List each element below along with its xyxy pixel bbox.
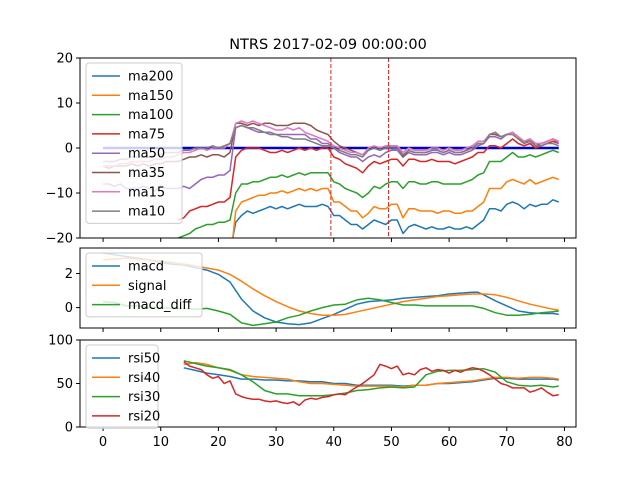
- axes-frame: [79, 247, 577, 329]
- legend-label-macd: macd: [128, 260, 164, 275]
- x-tick-label: 0: [99, 435, 107, 450]
- y-tick-label: 0: [65, 142, 73, 157]
- series-line-rsi30: [183, 360, 559, 397]
- plot-area: [183, 360, 559, 407]
- x-tick-label: 20: [210, 435, 227, 450]
- legend-box: [85, 62, 183, 224]
- legend: rsi50 rsi40 rsi30 rsi20: [85, 344, 160, 429]
- y-tick-label: 100: [48, 334, 73, 349]
- legend-label-ma35: ma35: [128, 166, 165, 181]
- y-tick-label: −20: [46, 232, 73, 247]
- legend-label-ma15: ma15: [128, 185, 165, 200]
- legend: macd signal macd_diff: [85, 252, 203, 318]
- y-tick-label: 2: [65, 267, 73, 282]
- y-tick-label: −10: [46, 187, 73, 202]
- panels: 20100−10−20ma200ma150ma100ma75ma50ma35ma…: [46, 52, 577, 450]
- legend-label-ma150: ma150: [128, 89, 173, 104]
- legend-label-ma10: ma10: [128, 205, 165, 220]
- series-line-signal: [103, 257, 559, 316]
- moving-average-panel: 20100−10−20ma200ma150ma100ma75ma50ma35ma…: [46, 52, 577, 247]
- x-tick-label: 70: [499, 435, 516, 450]
- y-tick-label: 20: [56, 52, 73, 67]
- series-line-ma200: [232, 199, 559, 238]
- macd-panel: 2 0 macd signal macd_diff: [65, 247, 577, 332]
- series-line-ma75: [177, 138, 559, 221]
- legend-label-macd_diff: macd_diff: [128, 298, 192, 313]
- legend: ma200 ma150 ma100 ma75 ma50 ma35 ma15 ma10: [85, 62, 183, 224]
- y-tick-label: 0: [65, 301, 73, 316]
- legend-label-rsi20: rsi20: [128, 409, 160, 424]
- legend-label-ma100: ma100: [128, 108, 173, 123]
- legend-label-rsi50: rsi50: [128, 352, 160, 367]
- x-tick-label: 60: [441, 435, 458, 450]
- legend-label-ma75: ma75: [128, 127, 165, 142]
- y-tick-label: 0: [65, 421, 73, 436]
- series-line-ma100: [177, 149, 559, 238]
- x-tick-label: 40: [325, 435, 342, 450]
- legend-label-ma200: ma200: [128, 70, 173, 85]
- x-tick-label: 10: [152, 435, 169, 450]
- legend-label-rsi30: rsi30: [128, 390, 160, 405]
- legend-label-signal: signal: [128, 279, 166, 294]
- legend-box: [85, 344, 159, 429]
- y-tick-label: 10: [56, 97, 73, 112]
- legend-label-rsi40: rsi40: [128, 371, 160, 386]
- series-line-rsi20: [183, 361, 559, 407]
- x-tick-label: 80: [556, 435, 573, 450]
- x-tick-label: 50: [383, 435, 400, 450]
- series-line-ma150: [232, 176, 559, 238]
- legend-box: [85, 252, 203, 318]
- legend-label-ma50: ma50: [128, 147, 165, 162]
- y-tick-label: 50: [56, 377, 73, 392]
- x-tick-label: 30: [268, 435, 285, 450]
- chart-title: NTRS 2017-02-09 00:00:00: [229, 37, 427, 53]
